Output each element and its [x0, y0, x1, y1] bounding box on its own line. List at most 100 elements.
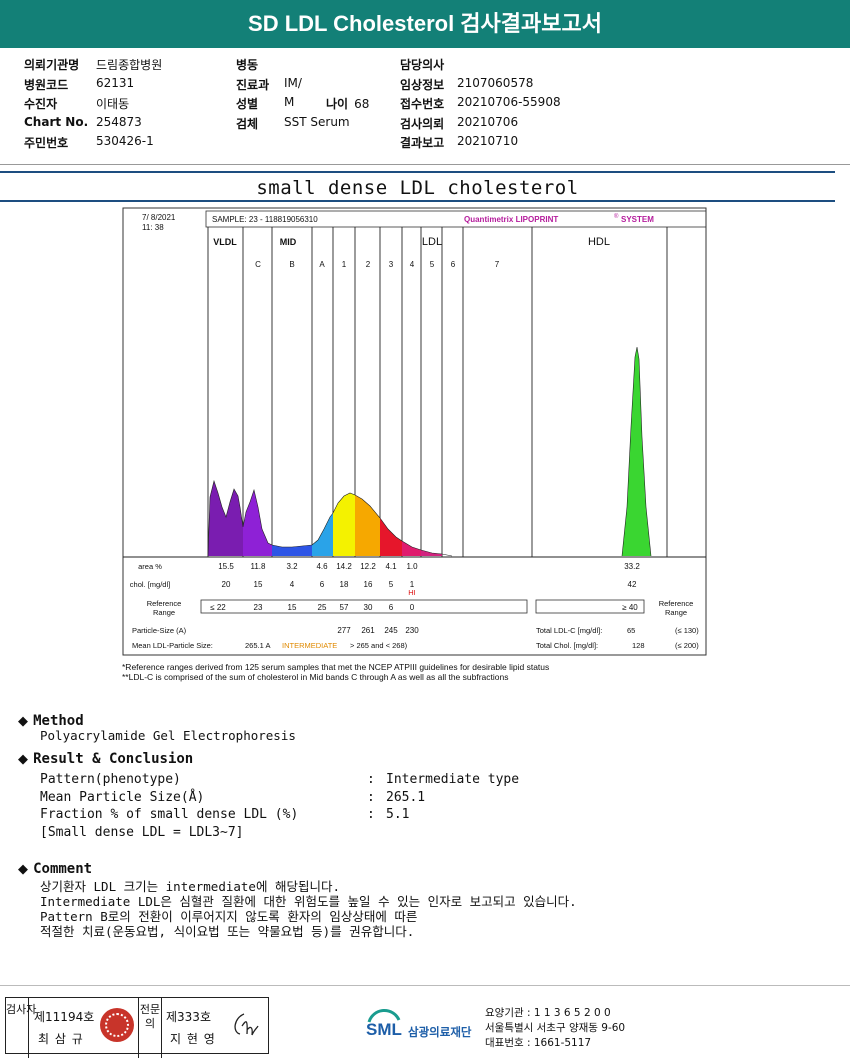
info-row: 성별 M: [236, 95, 294, 112]
footnote: *Reference ranges derived from 125 serum…: [122, 662, 550, 672]
band-label: 7: [495, 260, 500, 269]
chol-value: 18: [340, 580, 349, 589]
total-chol-label: Total Chol. [mg/dl]:: [536, 641, 598, 650]
area-value: 11.8: [251, 562, 267, 571]
info-value: 2107060578: [457, 75, 534, 90]
specialist-label: 전문의: [138, 998, 162, 1058]
system-sup: ®: [614, 213, 619, 220]
info-label: 성별: [236, 97, 259, 111]
chol-value: 6: [320, 580, 325, 589]
ref-value: 0: [410, 603, 415, 612]
band-3-area: [380, 518, 402, 556]
vldl-area: [208, 481, 243, 556]
chol-value: 5: [389, 580, 394, 589]
info-value: 20210710: [457, 134, 519, 148]
ref-value: 25: [318, 603, 327, 612]
ref-label: Reference: [147, 599, 182, 608]
area-value: 3.2: [286, 562, 298, 571]
seal-stamp: [100, 1008, 134, 1042]
result-row: Fraction % of small dense LDL (%):5.1: [40, 807, 409, 822]
total-ldl-value: 65: [627, 626, 635, 635]
ref-value: 30: [364, 603, 373, 612]
info-label: 나이: [326, 97, 349, 111]
method-section: ◆ Method: [18, 710, 84, 729]
chart-frame: [122, 207, 707, 656]
info-label: Chart No.: [24, 114, 89, 129]
result-value: 5.1: [386, 807, 410, 822]
inspector-name: 최 삼 규: [38, 1032, 84, 1046]
group-label-hdl: HDL: [588, 236, 610, 248]
system-suffix: SYSTEM: [621, 215, 654, 224]
particle-label: Particle-Size (A): [132, 626, 187, 635]
area-value: 33.2: [624, 562, 640, 571]
sample-bar: [205, 210, 707, 228]
info-row: 결과보고 20210710: [400, 134, 518, 151]
info-row: 병동: [236, 56, 258, 73]
band-label: 4: [410, 260, 415, 269]
ref-value: ≤ 22: [210, 603, 226, 612]
section-subtitle: small dense LDL cholesterol: [256, 177, 579, 199]
info-value: 이태동: [96, 97, 130, 111]
institution-code: 요양기관 : 1 1 3 6 5 2 0 0: [485, 1007, 611, 1019]
institution-address: 서울특별시 서초구 양재동 9-60: [485, 1022, 626, 1034]
comment-line: 적절한 치료(운동요법, 식이요법 또는 약물요법 등)를 권유합니다.: [40, 924, 415, 939]
band-label: A: [319, 260, 325, 269]
info-value: 530426-1: [96, 134, 154, 148]
diamond-icon: ◆: [18, 714, 28, 729]
chol-value: 15: [254, 580, 263, 589]
institution-phone: 대표번호 : 1661-5117: [485, 1037, 592, 1049]
info-label: 주민번호: [24, 136, 69, 150]
band-2-area: [355, 495, 380, 556]
chart-date: 7/ 8/2021: [142, 213, 176, 222]
ref-value: 57: [340, 603, 349, 612]
band-4-area: [402, 541, 421, 556]
hi-flag: HI: [408, 588, 416, 597]
info-value: 62131: [96, 75, 135, 90]
info-value: 254873: [96, 114, 142, 129]
comment-line: Intermediate LDL은 심혈관 질환에 대한 위험도를 높일 수 있…: [40, 894, 577, 909]
ref-value: 23: [254, 603, 263, 612]
info-label: 담당의사: [400, 58, 445, 72]
mean-class: INTERMEDIATE: [282, 641, 337, 650]
area-value: 1.0: [406, 562, 418, 571]
result-value: Intermediate type: [386, 772, 520, 787]
info-value: 68: [354, 97, 370, 111]
specialist-name: 지 현 영: [170, 1032, 216, 1046]
ref-hdl-value: ≥ 40: [622, 603, 638, 612]
band-label: B: [289, 260, 294, 269]
info-label: 검체: [236, 116, 259, 131]
logo-name: 삼광의료재단: [408, 1025, 472, 1039]
particle-value: 277: [337, 626, 351, 635]
colon: :: [367, 789, 375, 805]
age-field: 나이 68: [326, 95, 369, 112]
diamond-icon: ◆: [18, 862, 28, 877]
chol-value: 16: [364, 580, 373, 589]
inspector-label: 검사자: [6, 998, 36, 1058]
signature: [234, 1013, 259, 1036]
band-label: C: [255, 260, 261, 269]
band-label: 6: [451, 260, 456, 269]
particle-value: 230: [405, 626, 419, 635]
diamond-icon: ◆: [18, 752, 28, 767]
total-ldl-label: Total LDL-C [mg/dl]:: [536, 626, 602, 635]
chol-value: 1: [410, 580, 415, 589]
info-row: Chart No. 254873: [24, 114, 142, 129]
info-label: 임상정보: [400, 77, 445, 92]
info-value: 드림종합병원: [96, 58, 163, 72]
institution-info: 요양기관 : 1 1 3 6 5 2 0 0 서울특별시 서초구 양재동 9-6…: [485, 1006, 625, 1051]
info-row: 주민번호 530426-1: [24, 134, 154, 151]
band-c-area: [243, 490, 272, 556]
area-value: 4.1: [385, 562, 397, 571]
sample-label: SAMPLE: 23 - 118819056310: [212, 215, 318, 224]
info-value: M: [284, 95, 295, 109]
area-row-label: area %: [138, 562, 162, 571]
area-value: 12.2: [360, 562, 376, 571]
info-row: 병원코드 62131: [24, 76, 134, 93]
divider: [0, 200, 835, 202]
group-label-ldl: LDL: [422, 236, 442, 248]
info-label: 검사의뢰: [400, 116, 445, 131]
info-label: 수진자: [24, 97, 58, 111]
info-row: 담당의사: [400, 56, 444, 73]
mean-value: 265.1 A: [245, 641, 270, 650]
